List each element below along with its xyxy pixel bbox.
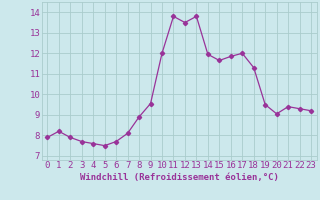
X-axis label: Windchill (Refroidissement éolien,°C): Windchill (Refroidissement éolien,°C) [80, 173, 279, 182]
